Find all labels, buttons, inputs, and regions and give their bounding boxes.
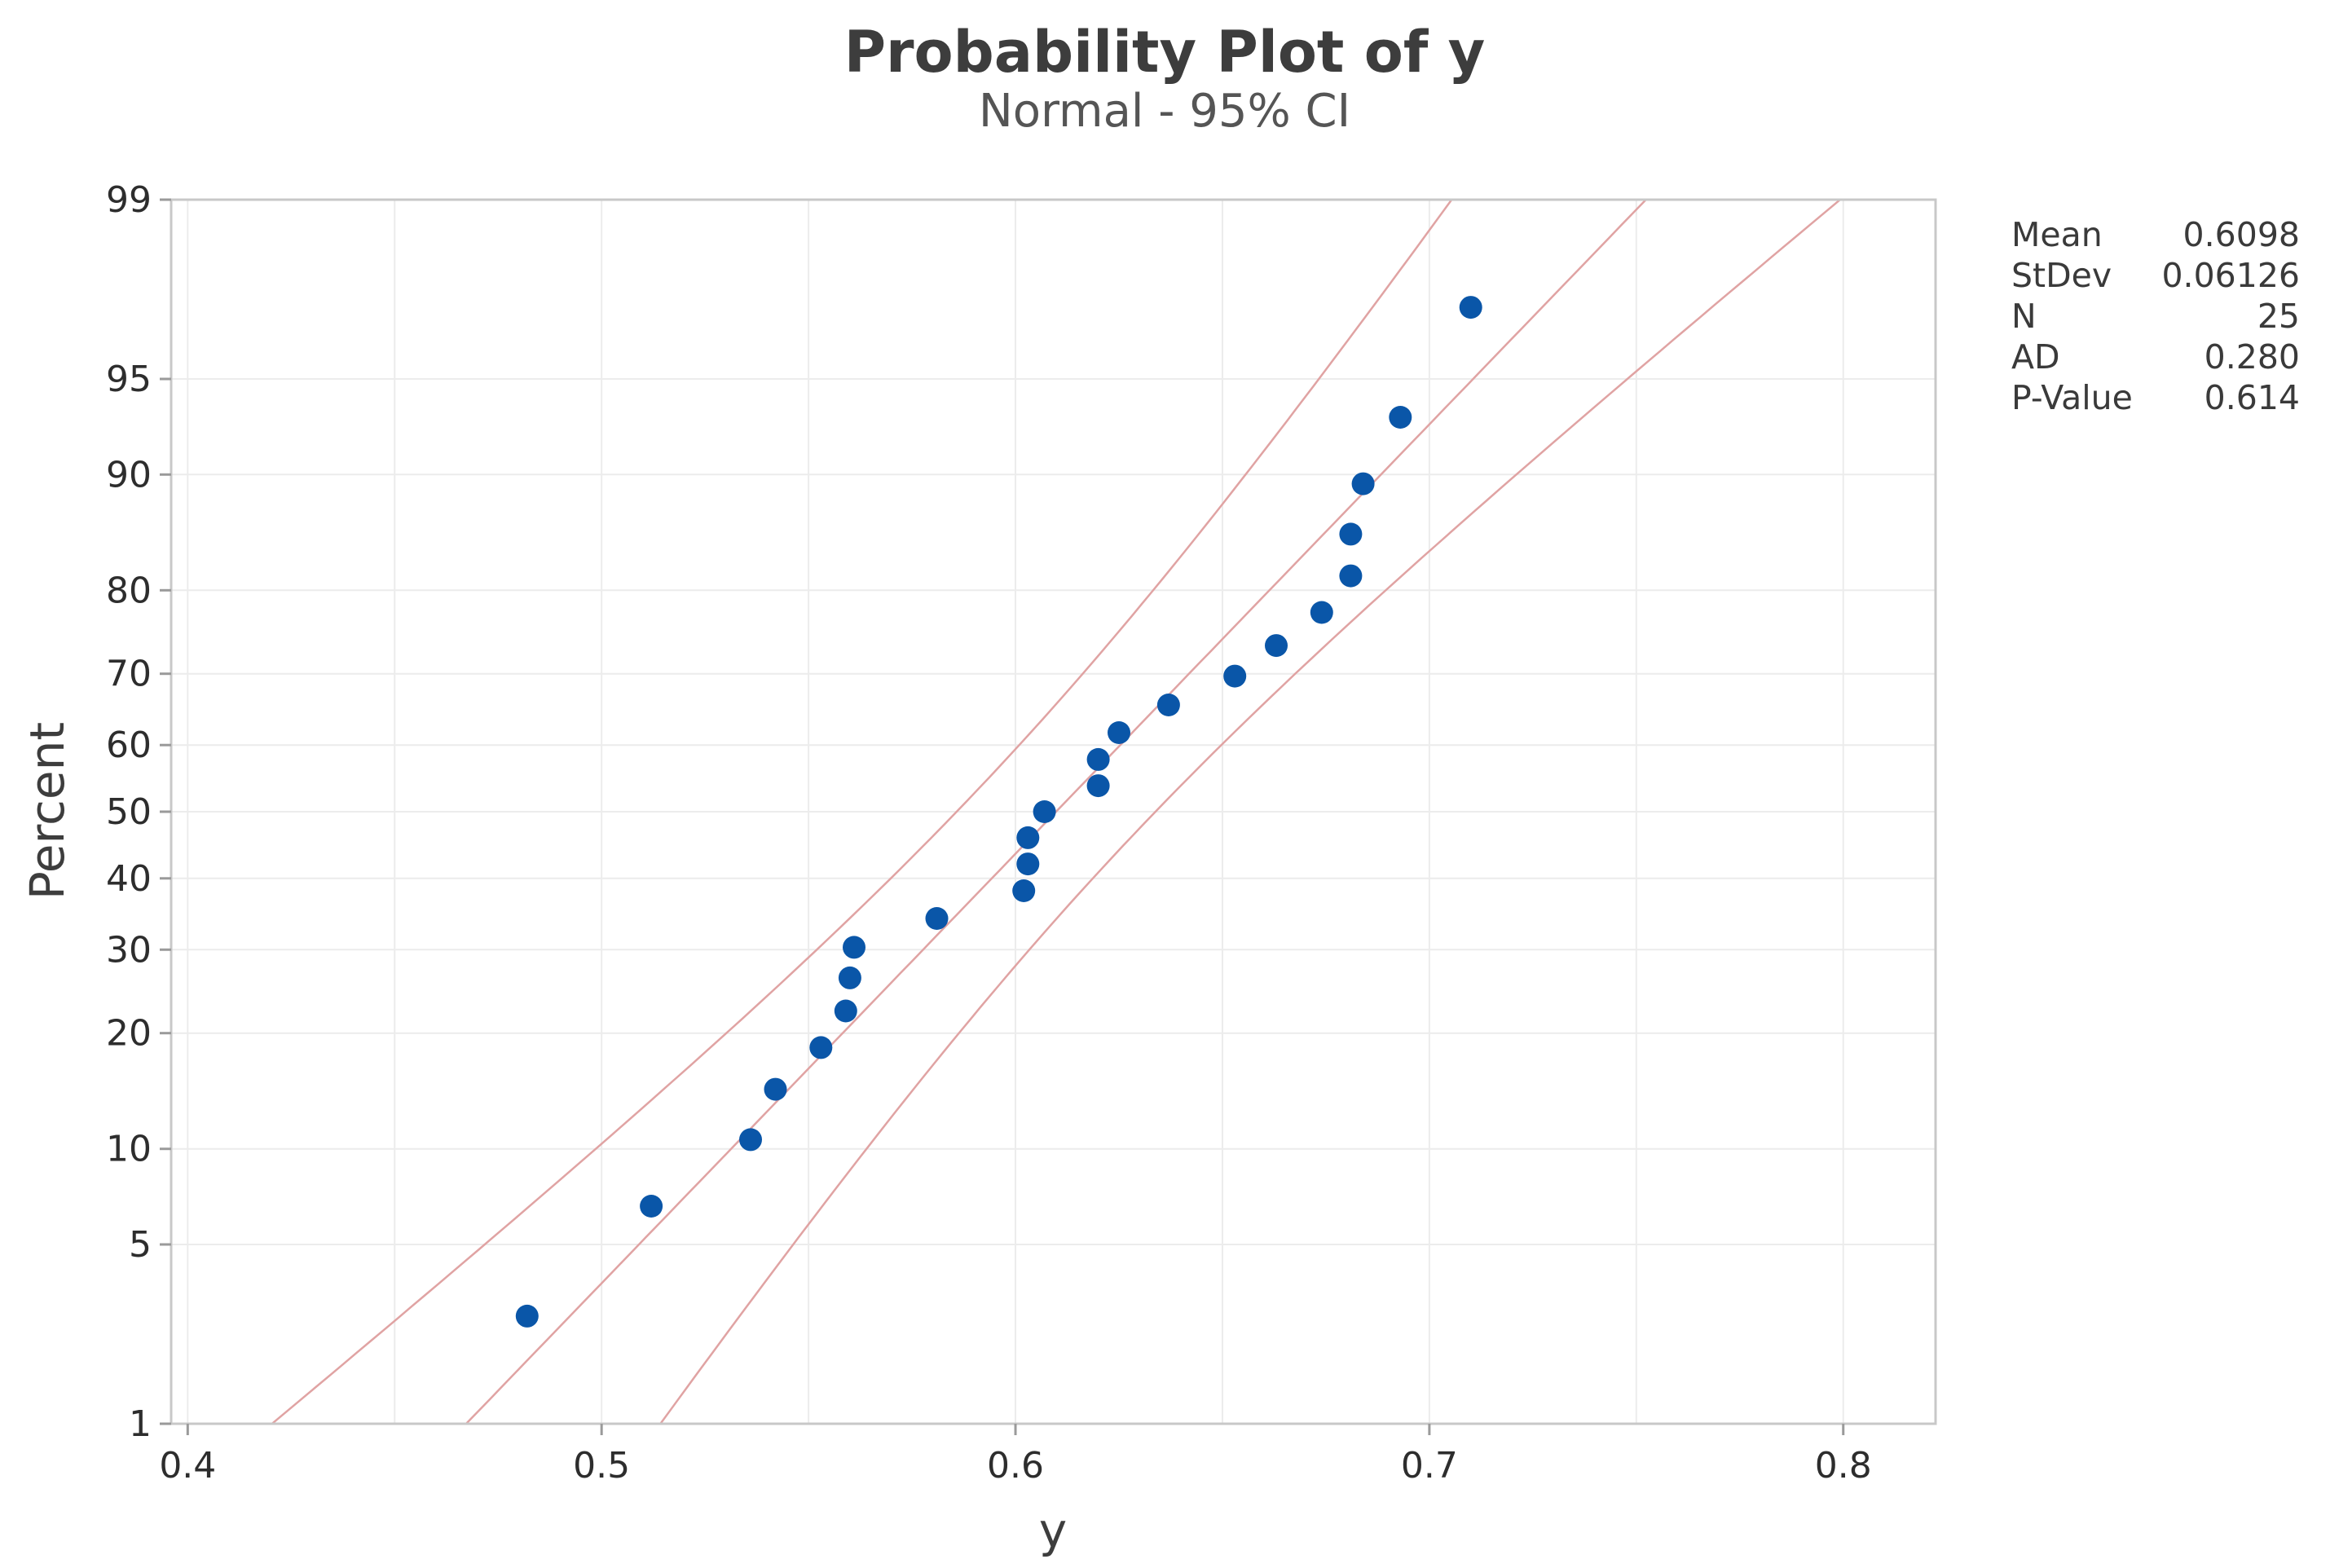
stat-label: StDev <box>2011 256 2112 295</box>
data-point <box>1223 664 1247 688</box>
data-point <box>1459 296 1482 319</box>
stat-value: 0.614 <box>2204 378 2300 417</box>
data-point <box>1012 879 1036 902</box>
stat-label: N <box>2011 297 2037 336</box>
chart-subtitle: Normal - 95% CI <box>979 85 1350 138</box>
fitted-line <box>465 200 1648 1424</box>
stat-label: Mean <box>2011 215 2103 254</box>
y-tick-label: 95 <box>106 359 152 400</box>
ci-upper-bound <box>658 200 1842 1424</box>
data-point <box>1351 472 1375 496</box>
y-tick-label: 70 <box>106 654 152 695</box>
data-point <box>1339 522 1363 546</box>
x-axis-ticks: 0.4 0.5 0.6 0.7 0.8 <box>159 1424 1872 1487</box>
stat-value: 0.280 <box>2204 337 2300 377</box>
y-tick-label: 80 <box>106 570 152 611</box>
data-point <box>838 966 861 989</box>
y-tick-label: 1 <box>129 1403 152 1445</box>
y-axis-ticks: 1 5 10 20 30 40 50 60 70 80 90 95 99 <box>106 179 171 1445</box>
y-axis-label: Percent <box>20 722 75 900</box>
y-tick-label: 50 <box>106 791 152 833</box>
y-tick-label: 20 <box>106 1013 152 1055</box>
data-point <box>1086 747 1110 771</box>
data-points <box>515 296 1482 1328</box>
stat-label: P-Value <box>2011 378 2133 417</box>
stat-value: 0.06126 <box>2161 256 2300 295</box>
data-point <box>1339 564 1363 588</box>
x-tick-label: 0.8 <box>1815 1445 1872 1487</box>
data-point <box>1310 601 1333 624</box>
data-point <box>1265 634 1288 658</box>
data-point <box>843 936 865 959</box>
data-point <box>834 999 857 1023</box>
data-point <box>1156 694 1180 716</box>
x-tick-label: 0.6 <box>987 1445 1044 1487</box>
data-point <box>1086 774 1110 798</box>
ci-lower-bound <box>270 200 1453 1424</box>
chart-title: Probability Plot of y <box>844 19 1486 86</box>
data-point <box>1389 406 1412 429</box>
data-point <box>764 1077 787 1101</box>
y-tick-label: 60 <box>106 725 152 766</box>
x-tick-label: 0.4 <box>159 1445 216 1487</box>
stats-table: Mean 0.6098 StDev 0.06126 N 25 AD 0.280 P-Value 0… <box>2011 215 2300 417</box>
data-point <box>1108 721 1130 744</box>
data-point <box>1033 800 1056 823</box>
y-tick-label: 10 <box>106 1129 152 1170</box>
y-tick-label: 40 <box>106 858 152 900</box>
data-point <box>809 1036 833 1059</box>
stat-value: 25 <box>2257 297 2300 336</box>
y-tick-label: 30 <box>106 929 152 971</box>
x-tick-label: 0.5 <box>573 1445 630 1487</box>
confidence-band <box>270 200 1842 1424</box>
stat-value: 0.6098 <box>2183 215 2300 254</box>
y-tick-label: 99 <box>106 179 152 221</box>
data-point <box>739 1128 762 1152</box>
y-tick-label: 90 <box>106 454 152 496</box>
data-point <box>925 907 949 930</box>
x-tick-label: 0.7 <box>1401 1445 1458 1487</box>
stat-label: AD <box>2011 337 2060 377</box>
data-point <box>640 1195 663 1218</box>
x-axis-label: y <box>1039 1503 1067 1558</box>
data-point <box>515 1304 539 1328</box>
data-point <box>1016 826 1040 849</box>
fit-line <box>465 200 1648 1424</box>
data-point <box>1016 852 1040 876</box>
y-tick-label: 5 <box>129 1224 152 1266</box>
